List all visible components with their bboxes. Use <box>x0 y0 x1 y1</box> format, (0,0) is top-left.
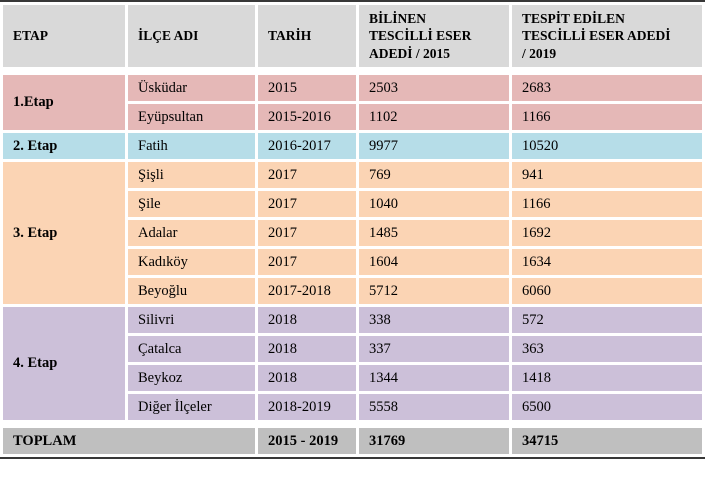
date-cell: 2018 <box>258 336 356 362</box>
count-2015-cell: 338 <box>359 307 509 333</box>
district-cell: Şile <box>128 191 255 217</box>
header-row: ETAP İLÇE ADI TARİH BİLİNEN TESCİLLİ ESE… <box>3 5 702 67</box>
date-cell: 2017 <box>258 249 356 275</box>
total-date-cell: 2015 - 2019 <box>258 428 356 454</box>
district-cell: Diğer İlçeler <box>128 394 255 420</box>
table-header: ETAP İLÇE ADI TARİH BİLİNEN TESCİLLİ ESE… <box>3 5 702 72</box>
district-cell: Eyüpsultan <box>128 104 255 130</box>
table-row: 1.Etap Üsküdar 2015 2503 2683 <box>3 75 702 130</box>
table-row: Diğer İlçeler 2018-2019 5558 6500 <box>3 394 702 420</box>
date-cell: 2017-2018 <box>258 278 356 304</box>
count-2019-cell: 363 <box>512 336 702 362</box>
date-cell: 2018 <box>258 365 356 391</box>
body-total-spacer <box>3 423 702 425</box>
count-2015-cell: 9977 <box>359 133 509 159</box>
date-cell: 2017 <box>258 162 356 188</box>
table-row: 3. Etap Şişli 2017 769 941 <box>3 162 702 304</box>
count-2019-cell: 572 <box>512 307 702 333</box>
table-row: Kadıköy 2017 1604 1634 <box>3 249 702 275</box>
table-row: 2. Etap Fatih 2016-2017 9977 10520 <box>3 133 702 159</box>
count-2015-cell: 1040 <box>359 191 509 217</box>
total-label-cell: TOPLAM <box>3 428 255 454</box>
district-cell: Silivri <box>128 307 255 333</box>
spacer-cell <box>3 70 702 72</box>
col-header-bilinen-2015: BİLİNEN TESCİLLİ ESER ADEDİ / 2015 <box>359 5 509 67</box>
count-2019-cell: 2683 <box>512 75 702 101</box>
count-2015-cell: 5712 <box>359 278 509 304</box>
count-2019-cell: 941 <box>512 162 702 188</box>
district-cell: Şişli <box>128 162 255 188</box>
date-cell: 2015-2016 <box>258 104 356 130</box>
count-2019-cell: 10520 <box>512 133 702 159</box>
table-body: 1.Etap Üsküdar 2015 2503 2683 Eyüpsultan 2015-… <box>3 75 702 420</box>
count-2015-cell: 1102 <box>359 104 509 130</box>
total-row: TOPLAM 2015 - 2019 31769 34715 <box>3 428 702 454</box>
count-2019-cell: 6500 <box>512 394 702 420</box>
table-row: Beyoğlu 2017-2018 5712 6060 <box>3 278 702 304</box>
table-row: Beykoz 2018 1344 1418 <box>3 365 702 391</box>
table-row: Şile 2017 1040 1166 <box>3 191 702 217</box>
count-2015-cell: 1344 <box>359 365 509 391</box>
col-header-tespit-2019: TESPİT EDİLEN TESCİLLİ ESER ADEDİ / 2019 <box>512 5 702 67</box>
count-2015-cell: 337 <box>359 336 509 362</box>
count-2019-cell: 1166 <box>512 104 702 130</box>
district-cell: Fatih <box>128 133 255 159</box>
spacer-cell <box>3 423 702 425</box>
header-body-spacer <box>3 70 702 72</box>
date-cell: 2016-2017 <box>258 133 356 159</box>
district-cell: Beyoğlu <box>128 278 255 304</box>
count-2019-cell: 1418 <box>512 365 702 391</box>
district-cell: Kadıköy <box>128 249 255 275</box>
date-cell: 2017 <box>258 191 356 217</box>
count-2019-cell: 1166 <box>512 191 702 217</box>
district-cell: Üsküdar <box>128 75 255 101</box>
col-header-ilce-adi: İLÇE ADI <box>128 5 255 67</box>
date-cell: 2017 <box>258 220 356 246</box>
district-cell: Adalar <box>128 220 255 246</box>
date-cell: 2018-2019 <box>258 394 356 420</box>
table-row: Çatalca 2018 337 363 <box>3 336 702 362</box>
table-row: Eyüpsultan 2015-2016 1102 1166 <box>3 104 702 130</box>
col-header-etap: ETAP <box>3 5 125 67</box>
table-footer: TOPLAM 2015 - 2019 31769 34715 <box>3 423 702 454</box>
count-2015-cell: 2503 <box>359 75 509 101</box>
table-row: 4. Etap Silivri 2018 338 572 <box>3 307 702 420</box>
count-2015-cell: 1604 <box>359 249 509 275</box>
district-cell: Beykoz <box>128 365 255 391</box>
etap-group-cell: 2. Etap <box>3 133 125 159</box>
date-cell: 2018 <box>258 307 356 333</box>
total-2015-cell: 31769 <box>359 428 509 454</box>
count-2015-cell: 1485 <box>359 220 509 246</box>
count-2015-cell: 5558 <box>359 394 509 420</box>
registered-works-table: ETAP İLÇE ADI TARİH BİLİNEN TESCİLLİ ESE… <box>0 0 705 459</box>
district-cell: Çatalca <box>128 336 255 362</box>
etap-group-cell: 4. Etap <box>3 307 125 420</box>
count-2019-cell: 1692 <box>512 220 702 246</box>
count-2015-cell: 769 <box>359 162 509 188</box>
date-cell: 2015 <box>258 75 356 101</box>
table-row: Adalar 2017 1485 1692 <box>3 220 702 246</box>
count-2019-cell: 1634 <box>512 249 702 275</box>
etap-group-cell: 3. Etap <box>3 162 125 304</box>
col-header-tarih: TARİH <box>258 5 356 67</box>
total-2019-cell: 34715 <box>512 428 702 454</box>
etap-group-cell: 1.Etap <box>3 75 125 130</box>
count-2019-cell: 6060 <box>512 278 702 304</box>
